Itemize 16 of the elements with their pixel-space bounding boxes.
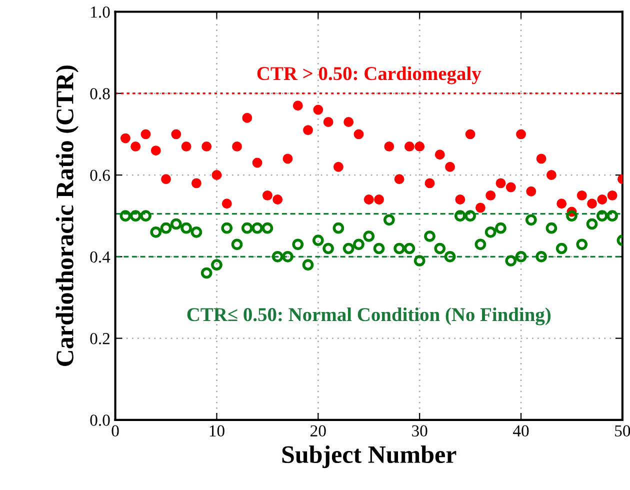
x-tick-label: 0 [112, 425, 119, 437]
y-tick-label: 0.8 [90, 88, 110, 100]
x-tick-label: 40 [513, 425, 529, 437]
y-axis-title: Cardiothoracic Ratio (CTR) [56, 66, 78, 366]
ref-line-label: CTR > 0.50: Cardiomegaly [257, 66, 482, 84]
ref-line-label: CTR≤ 0.50: Normal Condition (No Finding) [187, 307, 551, 326]
y-tick-label: 1.0 [91, 6, 110, 18]
y-tick-label: 0.4 [90, 251, 110, 263]
y-tick-label: 0.2 [90, 332, 110, 344]
x-tick-label: 20 [310, 425, 326, 437]
x-tick-label: 10 [210, 425, 224, 437]
y-tick-label: 0.0 [90, 414, 110, 426]
y-tick-label: 0.6 [90, 170, 110, 182]
x-axis-title: Subject Number [282, 445, 456, 468]
x-tick-label: 30 [412, 425, 428, 437]
x-tick-label: 50 [615, 425, 630, 437]
